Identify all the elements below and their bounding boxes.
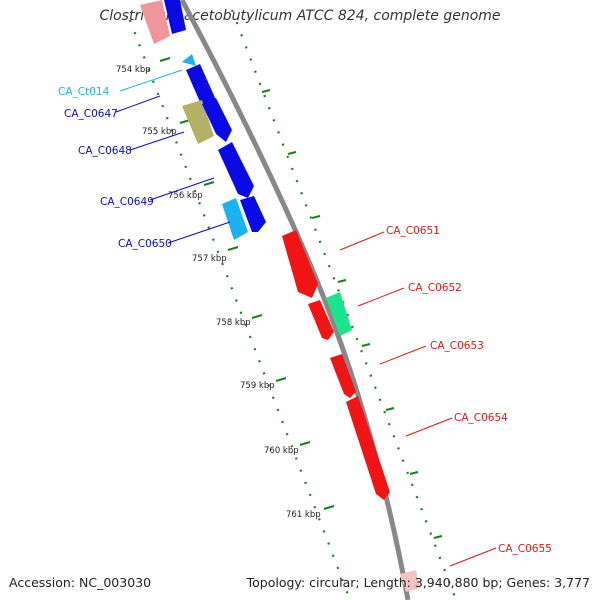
gene-arrow-mint (326, 292, 352, 336)
leader-line (339, 231, 385, 251)
leader-line (129, 131, 185, 151)
tick-mark (227, 246, 239, 251)
tick-label: 761 kbp (286, 510, 321, 520)
gene-label[interactable]: CA_C0652 (408, 282, 462, 294)
gene-arrow-red (346, 396, 390, 500)
gene-label[interactable]: CA_Ct014 (58, 86, 110, 98)
gene-arrow-olive (182, 100, 214, 144)
gene-label[interactable]: CA_C0647 (64, 108, 118, 120)
leader-line (449, 547, 497, 567)
gene-label[interactable]: CA_C0648 (78, 145, 132, 157)
leader-line (115, 95, 161, 113)
leader-line (149, 177, 215, 201)
right-strand-genes (282, 230, 420, 592)
leader-line (357, 287, 405, 307)
genome-summary: Topology: circular; Length: 3,940,880 bp… (246, 575, 590, 590)
gene-arrow-pink (140, 0, 170, 44)
tick-label: 760 kbp (264, 446, 299, 456)
leader-line (405, 417, 453, 437)
gene-arrow-red (282, 230, 318, 298)
gene-label[interactable]: CA_C0653 (430, 340, 484, 352)
tick-mark (299, 441, 311, 446)
tick-label: 757 kbp (192, 254, 227, 264)
gene-label[interactable]: CA_C0651 (386, 225, 440, 237)
tick-label: 755 kbp (142, 127, 177, 137)
tick-mark (323, 505, 335, 510)
left-strand-genes (140, 0, 266, 240)
gene-arrow-blue (218, 142, 254, 198)
tick-mark (251, 314, 263, 319)
tick-mark (275, 377, 287, 382)
gene-label[interactable]: CA_C0654 (454, 412, 508, 424)
gene-arrow-blue (164, 0, 186, 34)
map-title: Clostridium acetobutylicum ATCC 824, com… (99, 8, 501, 24)
gene-arrow-cyan (222, 198, 248, 240)
gene-arrow-pink (400, 570, 420, 592)
ruler-ticks (159, 57, 335, 510)
outer-dotted-ring (230, 9, 458, 600)
gene-arrow-blue (202, 98, 232, 142)
tick-mark (159, 57, 171, 62)
gene-label[interactable]: CA_C0655 (498, 543, 552, 555)
leader-line (379, 345, 427, 365)
accession-text: Accession: NC_003030 (9, 575, 152, 590)
gene-label[interactable]: CA_C0649 (100, 196, 154, 208)
genome-backbone (179, 0, 411, 600)
leader-line (119, 69, 183, 92)
gene-arrow-red (330, 354, 356, 398)
gene-arrow-blue (186, 64, 216, 112)
gene-arrow-red (308, 300, 334, 340)
tick-label: 758 kbp (216, 318, 251, 328)
gene-arrow-blue (240, 196, 266, 232)
outer-ticks (261, 89, 443, 539)
tick-mark (203, 181, 215, 186)
gene-arrow-cyan-small (182, 54, 196, 66)
gene-label[interactable]: CA_C0650 (118, 238, 172, 250)
tick-label: 759 kbp (240, 381, 275, 391)
leader-line (167, 221, 231, 244)
tick-label: 754 kbp (116, 65, 151, 75)
leader-lines (115, 69, 497, 567)
tick-label: 756 kbp (168, 191, 203, 201)
